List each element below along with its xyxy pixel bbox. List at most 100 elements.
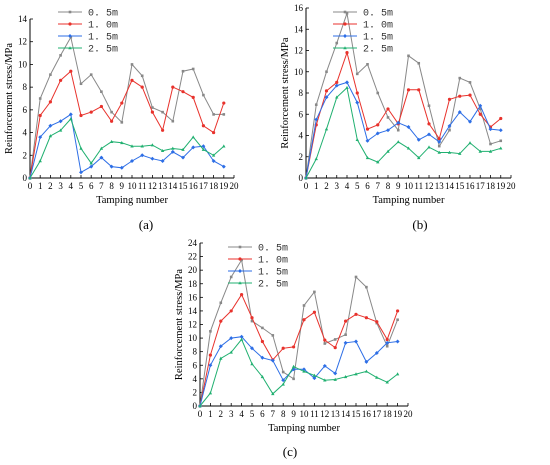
panel-c-data-point	[198, 404, 202, 408]
panel-c-data-point	[344, 333, 347, 336]
panel-c-data-point	[312, 373, 317, 377]
panel-c-data-point	[333, 377, 337, 381]
panel-b-data-point	[314, 157, 318, 161]
panel-c-data-point	[354, 312, 358, 316]
panel-c-data-point	[229, 275, 233, 279]
panel-a-data-point	[150, 156, 155, 161]
panel-a-series-line-1.0m	[29, 70, 225, 179]
panel-b-x-tick-label: 9	[396, 181, 401, 191]
panel-b-data-point	[417, 88, 421, 92]
panel-a-data-point	[59, 78, 63, 82]
panel-a-x-tick-label: 11	[138, 181, 147, 191]
panel-a-data-point	[109, 164, 114, 169]
panel-a-data-point	[222, 113, 226, 116]
panel-b-data-point	[407, 54, 410, 58]
panel-c-y-tick-label: 2	[193, 387, 198, 397]
panel-b-y-tick-label: 6	[299, 109, 304, 119]
panel-a-data-point	[212, 113, 215, 116]
panel-a-data-point	[191, 135, 195, 139]
panel-c-data-point	[385, 380, 389, 384]
panel-b-x-tick-label: 2	[324, 181, 329, 191]
panel-a-legend-label: 0. 5m	[88, 9, 118, 20]
panel-c-x-tick-label: 10	[300, 409, 310, 419]
panel-a-data-point	[79, 146, 83, 150]
panel-c-data-point	[219, 356, 223, 360]
panel-b-data-point	[427, 122, 431, 126]
panel-b-data-point	[366, 63, 369, 66]
panel-c-data-point	[292, 345, 296, 349]
panel-b-x-tick-label: 5	[355, 181, 360, 191]
panel-c-data-point	[250, 346, 254, 351]
panel-b-x-tick-label: 18	[486, 181, 496, 191]
panel-b-y-tick-label: 2	[299, 152, 304, 162]
panel-b-data-point	[478, 112, 482, 116]
panel-a-data-point	[120, 101, 124, 105]
panel-c-data-point	[395, 339, 400, 344]
panel-a-data-point	[89, 73, 93, 76]
panel-a-data-point	[171, 119, 175, 123]
panel-c-x-tick-label: 19	[393, 409, 403, 419]
panel-c-data-point	[333, 345, 337, 350]
panel-c-y-tick-label: 12	[188, 320, 197, 330]
panel-b-data-point	[458, 151, 462, 155]
panel-a-data-point	[150, 143, 155, 147]
panel-c-data-point	[271, 391, 275, 396]
panel-c-x-tick-label: 8	[281, 409, 286, 419]
panel-c-x-tick-label: 0	[198, 409, 203, 419]
panel-a-x-tick-label: 9	[120, 181, 125, 191]
panel-a-y-tick-label: 8	[23, 82, 28, 92]
panel-a-data-point	[69, 69, 73, 73]
panel-c-data-point	[208, 363, 213, 368]
panel-a-x-tick-label: 12	[148, 181, 157, 191]
panel-c-data-point	[208, 391, 213, 395]
panel-c-y-tick-label: 14	[188, 306, 198, 316]
panel-b-x-tick-label: 4	[345, 181, 350, 191]
panel-b-data-point	[458, 76, 462, 80]
panel-b-data-point	[355, 91, 359, 95]
panel-b-x-tick-label: 1	[314, 181, 319, 191]
panel-b-data-point	[396, 128, 400, 132]
panel-b-x-tick-label: 7	[376, 181, 381, 191]
panel-c-y-tick-label: 22	[188, 252, 197, 262]
panel-a-data-point	[89, 110, 93, 114]
panel-a-data-point	[58, 128, 63, 132]
panel-c-x-tick-label: 11	[310, 409, 319, 419]
panel-b-legend-marker	[343, 22, 347, 26]
panel-b-series-line-1.5m	[305, 81, 501, 179]
panel-b-data-point	[365, 156, 370, 160]
panel-c-legend-marker	[238, 257, 242, 261]
panel-c-data-point	[396, 309, 400, 313]
panel-c-data-point	[333, 371, 338, 376]
panel-c-data-point	[395, 372, 400, 376]
panel-c-data-point	[323, 338, 327, 342]
panel-c-legend-label: 1. 5m	[258, 268, 288, 279]
panel-b-data-point	[448, 128, 451, 132]
panel-c-data-point	[229, 336, 234, 341]
panel-c-x-tick-label: 6	[260, 409, 265, 419]
panel-b-data-point	[365, 127, 370, 131]
panel-a-data-point	[140, 85, 144, 89]
panel-a-legend-marker	[68, 22, 72, 26]
panel-b-y-tick-label: 14	[294, 24, 304, 34]
panel-c-data-point	[260, 374, 265, 379]
panel-b-data-point	[376, 123, 380, 127]
panel-b-data-point	[447, 123, 452, 128]
panel-c-data-point	[219, 319, 223, 323]
panel-b-data-point	[335, 95, 339, 99]
panel-a-x-tick-label: 15	[179, 181, 189, 191]
panel-a-legend-label: 1. 5m	[88, 33, 118, 44]
panel-c-y-axis-label: Reinforcement stress/MPa	[174, 269, 185, 380]
panel-c-data-point	[291, 364, 296, 368]
panel-a-y-tick-label: 6	[23, 105, 28, 115]
panel-c-data-point	[261, 326, 264, 330]
panel-a-data-point	[222, 144, 226, 148]
panel-a-data-point	[181, 69, 185, 73]
panel-b-legend-label: 2. 5m	[363, 45, 393, 56]
panel-c-data-point	[240, 258, 243, 262]
panel-c-x-tick-label: 9	[291, 409, 296, 419]
panel-b-y-tick-label: 8	[299, 88, 304, 98]
panel-c-x-tick-label: 7	[271, 409, 276, 419]
panel-b-x-axis-label: Tamping number	[373, 195, 445, 206]
panel-b-data-point	[499, 116, 503, 121]
